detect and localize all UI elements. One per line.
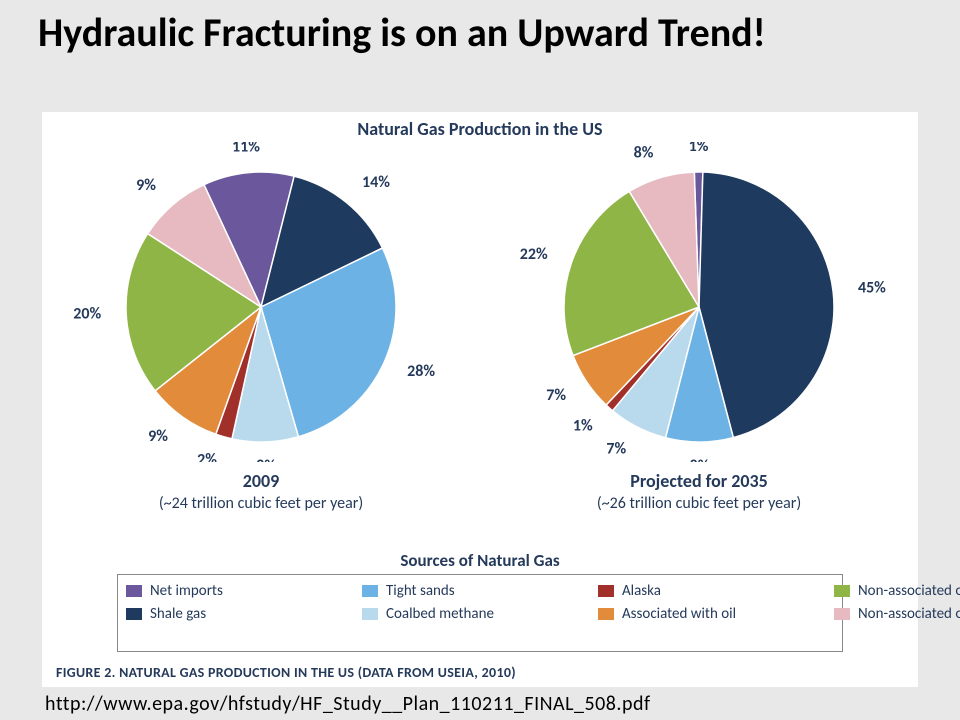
slice-label-coalbed: 8% [256, 457, 276, 462]
chart-2009-note: (~24 trillion cubic feet per year) [42, 494, 480, 513]
legend-label: Shale gas [150, 605, 206, 623]
slice-label-alaska: 2% [197, 451, 217, 462]
slice-label-assoc-oil: 7% [546, 386, 566, 405]
slice-label-net-imports: 11% [232, 142, 260, 157]
legend-item-net-imports: Net imports [126, 579, 362, 602]
slide: Hydraulic Fracturing is on an Upward Tre… [0, 0, 960, 720]
legend-swatch [834, 585, 850, 597]
slice-label-non-offshore: 9% [136, 176, 156, 195]
chart-2009: 11% 14% 28% 8% 2% 9% 20% 9% 2009 (~24 trillion … [42, 142, 480, 513]
legend-item-alaska: Alaska [598, 579, 834, 602]
legend-swatch [362, 608, 378, 620]
slice-label-tight-sands: 28% [407, 362, 435, 381]
legend-box: Net imports Shale gas Tight sands Coalbed m… [117, 574, 843, 652]
figure-caption: FIGURE 2. NATURAL GAS PRODUCTION IN THE … [56, 664, 516, 681]
legend-swatch [126, 585, 142, 597]
chart-2009-year: 2009 [42, 470, 480, 492]
legend-label: Non-associated onshore [858, 582, 960, 600]
slice-label-shale-gas: 14% [362, 173, 390, 192]
legend-item-shale-gas: Shale gas [126, 602, 362, 625]
slice-label-non-onshore: 22% [520, 245, 548, 264]
legend-label: Non-associated offshore [858, 605, 960, 623]
legend-item-non-offshore: Non-associated offshore [834, 602, 960, 625]
slice-label-shale-gas: 45% [858, 279, 886, 298]
figure-title: Natural Gas Production in the US [42, 118, 918, 140]
chart-2035-year: Projected for 2035 [480, 470, 918, 492]
slide-title: Hydraulic Fracturing is on an Upward Tre… [38, 10, 918, 56]
pie-2035-svg: 1% 45% 8% 7% 1% 7% 22% 8% [480, 142, 918, 462]
charts-area: 11% 14% 28% 8% 2% 9% 20% 9% 2009 (~24 trillion … [42, 142, 918, 512]
legend-item-assoc-oil: Associated with oil [598, 602, 834, 625]
chart-2035: 1% 45% 8% 7% 1% 7% 22% 8% Projected for 2035 (~… [480, 142, 918, 513]
legend-swatch [834, 608, 850, 620]
slice-label-assoc-oil: 9% [148, 427, 168, 446]
legend-swatch [362, 585, 378, 597]
legend-swatch [598, 608, 614, 620]
source-url: http://www.epa.gov/hfstudy/HF_Study__Pla… [45, 692, 651, 716]
chart-2035-note: (~26 trillion cubic feet per year) [480, 494, 918, 513]
legend-swatch [126, 608, 142, 620]
legend-label: Associated with oil [622, 605, 736, 623]
legend-item-coalbed: Coalbed methane [362, 602, 598, 625]
slice-label-net-imports: 1% [689, 142, 709, 156]
legend-label: Tight sands [386, 582, 455, 600]
slice-label-tight-sands: 8% [690, 457, 710, 462]
slice-label-alaska: 1% [573, 416, 593, 435]
legend-label: Net imports [150, 582, 223, 600]
pie-2009-svg: 11% 14% 28% 8% 2% 9% 20% 9% [42, 142, 480, 462]
legend-swatch [598, 585, 614, 597]
legend-label: Alaska [622, 582, 661, 600]
legend-item-non-onshore: Non-associated onshore [834, 579, 960, 602]
figure-panel: Natural Gas Production in the US 11% 14% 2… [42, 112, 918, 687]
slice-label-non-onshore: 20% [73, 304, 101, 323]
legend-title: Sources of Natural Gas [42, 550, 918, 571]
slice-label-non-offshore: 8% [634, 143, 654, 162]
slice-label-coalbed: 7% [606, 439, 626, 458]
legend-item-tight-sands: Tight sands [362, 579, 598, 602]
legend-label: Coalbed methane [386, 605, 494, 623]
